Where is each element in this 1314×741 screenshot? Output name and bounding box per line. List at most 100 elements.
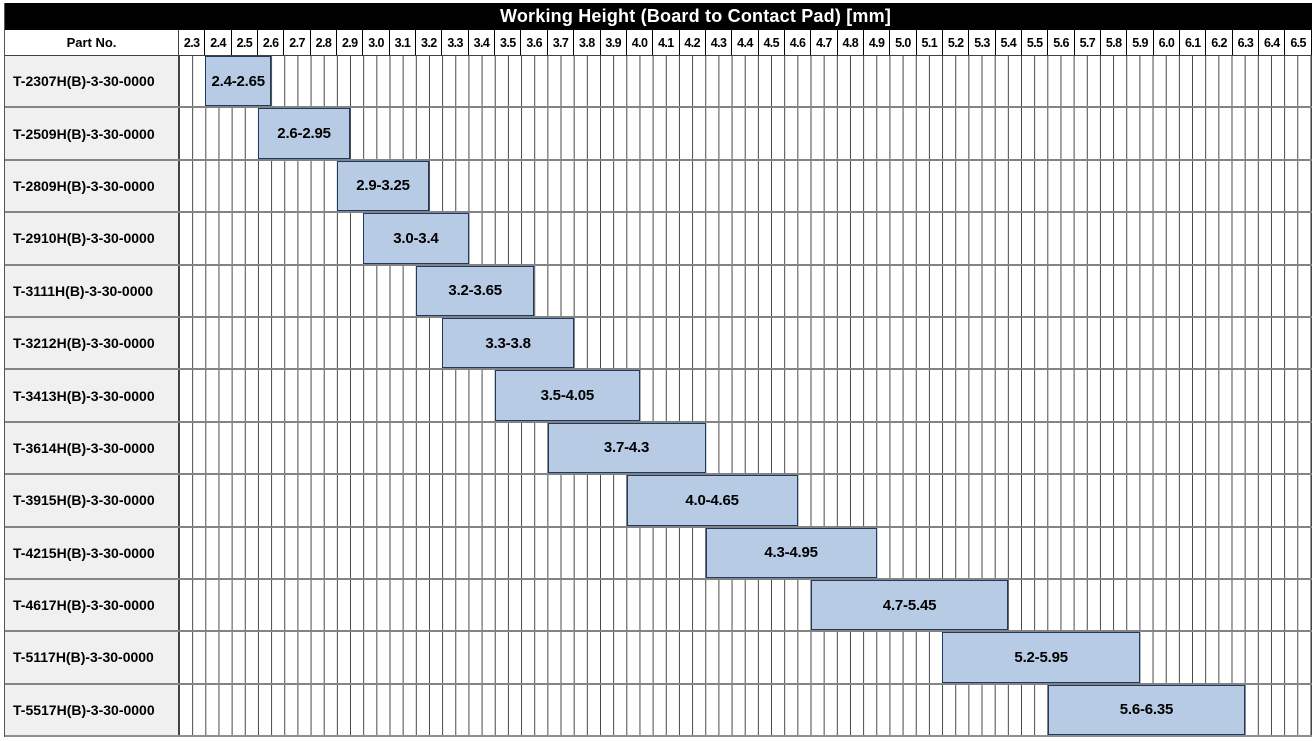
row-grid: 2.6-2.95 xyxy=(179,108,1312,159)
row-grid: 2.9-3.25 xyxy=(179,160,1312,212)
table-row: T-3111H(B)-3-30-0000 3.2-3.65 xyxy=(5,265,1312,318)
axis-tick-label: 4.6 xyxy=(785,30,812,55)
part-no-cell: T-3111H(B)-3-30-0000 xyxy=(5,265,179,316)
table-row: T-3614H(B)-3-30-0000 3.7-4.3 xyxy=(5,422,1312,476)
axis-tick-label: 5.7 xyxy=(1075,30,1102,55)
part-no-column-header: Part No. xyxy=(5,30,179,55)
table-row: T-3915H(B)-3-30-0000 4.0-4.65 xyxy=(5,475,1312,528)
part-no-cell: T-3413H(B)-3-30-0000 xyxy=(5,370,179,421)
working-height-range-bar: 3.0-3.4 xyxy=(363,213,469,264)
row-grid: 5.6-6.35 xyxy=(179,684,1312,736)
table-row: T-4617H(B)-3-30-0000 4.7-5.45 xyxy=(5,579,1312,633)
working-height-range-bar: 3.7-4.3 xyxy=(547,422,706,474)
part-no-cell: T-3915H(B)-3-30-0000 xyxy=(5,475,179,526)
table-row: T-2910H(B)-3-30-0000 3.0-3.4 xyxy=(5,213,1312,266)
row-grid: 3.7-4.3 xyxy=(179,422,1312,474)
part-no-cell: T-4215H(B)-3-30-0000 xyxy=(5,527,179,578)
axis-tick-label: 2.8 xyxy=(311,30,338,55)
axis-tick-label: 5.6 xyxy=(1048,30,1075,55)
axis-tick-label: 3.3 xyxy=(442,30,469,55)
row-grid: 4.0-4.65 xyxy=(179,475,1312,526)
part-no-cell: T-3614H(B)-3-30-0000 xyxy=(5,422,179,474)
axis-tick-label: 4.9 xyxy=(864,30,891,55)
axis-tick-label: 5.2 xyxy=(943,30,970,55)
working-height-range-bar: 3.3-3.8 xyxy=(442,317,574,369)
row-grid: 3.3-3.8 xyxy=(179,317,1312,369)
part-no-cell: T-4617H(B)-3-30-0000 xyxy=(5,579,179,631)
chart-table: Working Height (Board to Contact Pad) [m… xyxy=(4,3,1312,737)
axis-tick-label: 4.3 xyxy=(706,30,733,55)
part-no-cell: T-5517H(B)-3-30-0000 xyxy=(5,684,179,736)
axis-tick-label: 4.1 xyxy=(653,30,680,55)
axis-tick-label: 3.1 xyxy=(390,30,417,55)
table-row: T-3212H(B)-3-30-0000 3.3-3.8 xyxy=(5,317,1312,371)
axis-tick-label: 3.0 xyxy=(363,30,390,55)
table-row: T-5117H(B)-3-30-0000 5.2-5.95 xyxy=(5,632,1312,685)
axis-tick-label: 2.5 xyxy=(232,30,259,55)
axis-tick-label: 3.6 xyxy=(521,30,548,55)
axis-tick-label: 5.9 xyxy=(1127,30,1154,55)
working-height-range-bar: 4.3-4.95 xyxy=(705,527,877,578)
table-row: T-2509H(B)-3-30-0000 2.6-2.95 xyxy=(5,108,1312,161)
axis-tick-label: 4.7 xyxy=(811,30,838,55)
axis-tick-row: 2.3 2.4 2.5 2.6 2.7 2.8 2.9 3.0 3.1 3.2 3.3 3.4 3.5 3… xyxy=(179,30,1312,55)
axis-tick-label: 4.8 xyxy=(838,30,864,55)
axis-tick-label: 2.9 xyxy=(337,30,364,55)
axis-tick-label: 6.5 xyxy=(1285,30,1312,55)
chart-body: T-2307H(B)-3-30-0000 2.4-2.65 T-2509H(B)… xyxy=(5,56,1312,737)
table-row: T-2307H(B)-3-30-0000 2.4-2.65 xyxy=(5,56,1312,109)
working-height-range-bar: 4.0-4.65 xyxy=(626,475,798,526)
row-grid: 5.2-5.95 xyxy=(179,632,1312,683)
axis-tick-label: 4.5 xyxy=(759,30,785,55)
working-height-range-bar: 4.7-5.45 xyxy=(810,579,1009,631)
axis-tick-label: 5.8 xyxy=(1101,30,1128,55)
axis-tick-label: 5.3 xyxy=(969,30,996,55)
table-row: T-5517H(B)-3-30-0000 5.6-6.35 xyxy=(5,684,1312,736)
axis-tick-label: 3.4 xyxy=(469,30,496,55)
row-grid: 2.4-2.65 xyxy=(179,56,1312,107)
working-height-range-bar: 5.6-6.35 xyxy=(1047,684,1246,736)
axis-tick-label: 5.5 xyxy=(1022,30,1049,55)
table-row: T-2809H(B)-3-30-0000 2.9-3.25 xyxy=(5,160,1312,214)
row-grid: 4.3-4.95 xyxy=(179,527,1312,578)
part-no-cell: T-5117H(B)-3-30-0000 xyxy=(5,632,179,683)
chart-title: Working Height (Board to Contact Pad) [m… xyxy=(5,3,1312,30)
axis-tick-label: 3.2 xyxy=(416,30,443,55)
axis-tick-label: 2.6 xyxy=(258,30,285,55)
working-height-range-bar: 3.2-3.65 xyxy=(415,265,535,316)
part-no-cell: T-2307H(B)-3-30-0000 xyxy=(5,56,179,107)
axis-tick-label: 3.5 xyxy=(495,30,522,55)
working-height-range-bar: 3.5-4.05 xyxy=(494,370,640,421)
table-row: T-3413H(B)-3-30-0000 3.5-4.05 xyxy=(5,370,1312,423)
table-row: T-4215H(B)-3-30-0000 4.3-4.95 xyxy=(5,527,1312,580)
axis-tick-label: 2.3 xyxy=(179,30,206,55)
part-no-cell: T-2809H(B)-3-30-0000 xyxy=(5,160,179,212)
working-height-range-bar: 2.4-2.65 xyxy=(205,56,272,107)
row-grid: 3.0-3.4 xyxy=(179,213,1312,264)
axis-tick-label: 3.8 xyxy=(574,30,601,55)
header-row: Part No. 2.3 2.4 2.5 2.6 2.7 2.8 2.9 3.0 3.1 3.2 3… xyxy=(5,30,1312,56)
axis-tick-label: 6.0 xyxy=(1154,30,1181,55)
axis-tick-label: 5.1 xyxy=(917,30,943,55)
axis-tick-label: 6.3 xyxy=(1233,30,1260,55)
part-no-cell: T-2910H(B)-3-30-0000 xyxy=(5,213,179,264)
axis-tick-label: 6.2 xyxy=(1206,30,1233,55)
axis-tick-label: 3.9 xyxy=(601,30,627,55)
axis-tick-label: 5.0 xyxy=(890,30,917,55)
axis-tick-label: 5.4 xyxy=(996,30,1022,55)
axis-tick-label: 6.1 xyxy=(1180,30,1207,55)
axis-tick-label: 3.7 xyxy=(548,30,575,55)
working-height-range-bar: 5.2-5.95 xyxy=(942,632,1140,683)
working-height-range-bar: 2.9-3.25 xyxy=(336,160,430,212)
row-grid: 4.7-5.45 xyxy=(179,579,1312,631)
axis-tick-label: 4.2 xyxy=(680,30,706,55)
working-height-range-bar: 2.6-2.95 xyxy=(257,108,351,159)
part-no-cell: T-2509H(B)-3-30-0000 xyxy=(5,108,179,159)
axis-tick-label: 4.0 xyxy=(627,30,654,55)
axis-tick-label: 4.4 xyxy=(732,30,759,55)
row-grid: 3.5-4.05 xyxy=(179,370,1312,421)
part-no-cell: T-3212H(B)-3-30-0000 xyxy=(5,317,179,369)
axis-tick-label: 2.4 xyxy=(205,30,232,55)
row-grid: 3.2-3.65 xyxy=(179,265,1312,316)
